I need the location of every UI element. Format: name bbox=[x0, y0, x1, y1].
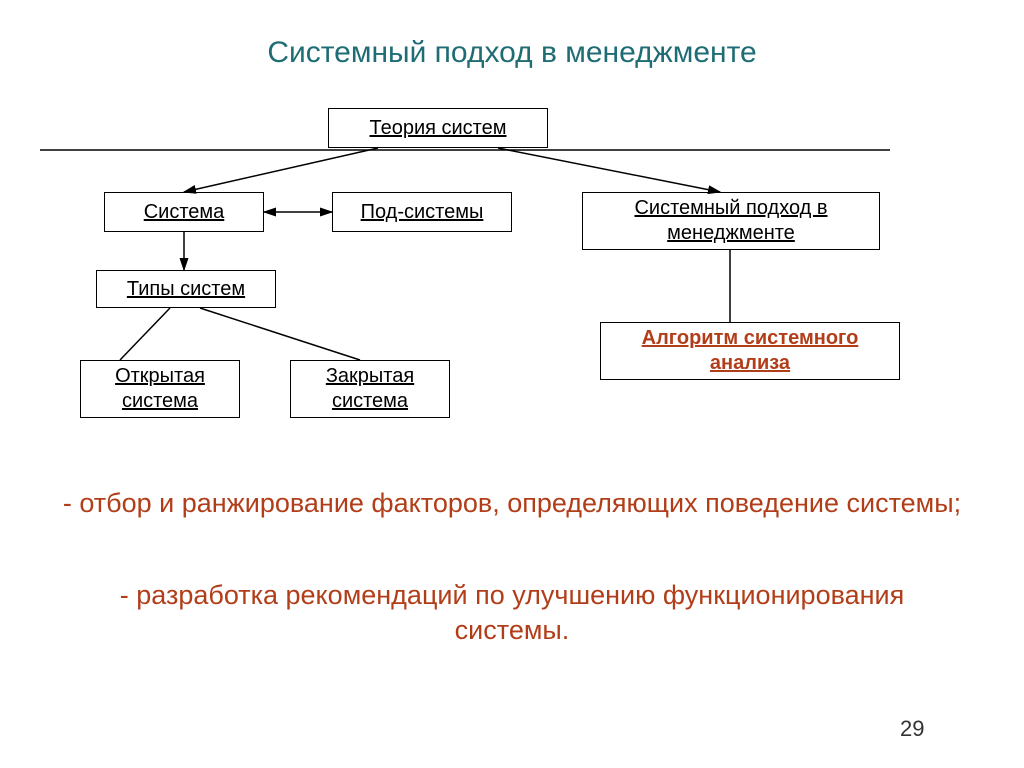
slide-canvas: Системный подход в менеджменте Теория си… bbox=[0, 0, 1024, 768]
node-theory: Теория систем bbox=[328, 108, 548, 148]
node-closed-label: Закрытая система bbox=[299, 364, 441, 414]
bullet-1: - отбор и ранжирование факторов, определ… bbox=[0, 486, 1024, 521]
page-number: 29 bbox=[900, 716, 924, 742]
node-subsys-label: Под-системы bbox=[361, 200, 484, 225]
node-types-label: Типы систем bbox=[127, 277, 245, 302]
bullet-2: - разработка рекомендаций по улучшению ф… bbox=[0, 578, 1024, 648]
node-system-label: Система bbox=[144, 200, 225, 225]
node-types: Типы систем bbox=[96, 270, 276, 308]
node-theory-label: Теория систем bbox=[369, 116, 506, 141]
node-algo-label: Алгоритм системного анализа bbox=[609, 326, 891, 376]
node-system: Система bbox=[104, 192, 264, 232]
node-open-label: Открытая система bbox=[89, 364, 231, 414]
node-mgmt-label: Системный подход в менеджменте bbox=[591, 196, 871, 246]
node-open: Открытая система bbox=[80, 360, 240, 418]
node-mgmt: Системный подход в менеджменте bbox=[582, 192, 880, 250]
slide-title: Системный подход в менеджменте bbox=[0, 36, 1024, 70]
node-subsys: Под-системы bbox=[332, 192, 512, 232]
node-closed: Закрытая система bbox=[290, 360, 450, 418]
node-algo: Алгоритм системного анализа bbox=[600, 322, 900, 380]
